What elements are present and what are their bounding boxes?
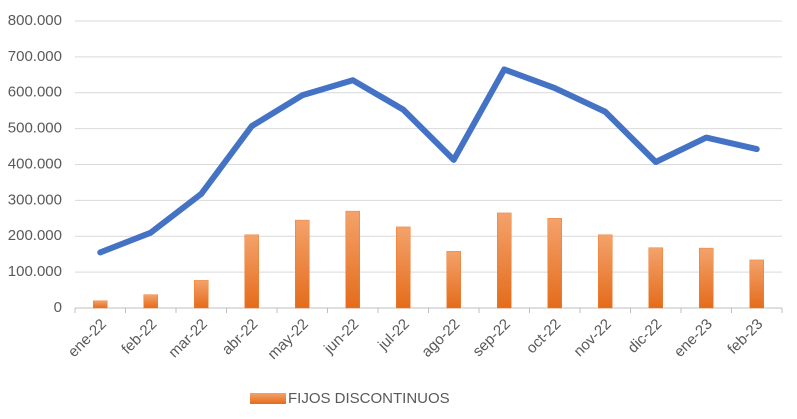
x-tick-label: ene-23 [671,316,716,361]
x-tick-label: may-22 [264,316,311,363]
y-tick-label: 300.000 [8,191,62,208]
bar [749,259,764,309]
y-tick-label: 0 [54,299,62,316]
y-tick-label: 500.000 [8,120,62,137]
bar [345,210,360,309]
y-tick-label: 800.000 [8,12,62,29]
x-tick-label: feb-22 [118,316,160,358]
x-tick-label: ene-22 [65,316,110,361]
bar [194,280,209,309]
bar [598,234,613,309]
bar [295,219,310,309]
x-tick-label: dic-22 [624,316,665,357]
legend-label: FIJOS DISCONTINUOS [288,390,450,407]
x-tick-label: nov-22 [570,316,614,360]
x-tick-label: ago-22 [418,316,463,361]
bar [547,218,562,309]
x-tick-label: jul-22 [374,316,413,355]
y-tick-label: 100.000 [8,263,62,280]
x-tick-label: mar-22 [165,316,211,362]
bar [446,251,461,309]
y-tick-label: 600.000 [8,84,62,101]
bar [648,247,663,309]
y-tick-label: 200.000 [8,227,62,244]
x-tick-label: feb-23 [724,316,766,358]
x-tick-label: sep-22 [469,316,513,360]
legend-swatch [250,393,286,404]
x-tick-label: abr-22 [219,316,262,359]
y-tick-label: 400.000 [8,155,62,172]
bar [244,234,259,309]
bar [699,247,714,309]
bar [143,294,158,309]
bar [396,226,411,309]
y-tick-label: 700.000 [8,48,62,65]
bar [497,212,512,309]
x-tick-label: jun-22 [320,316,362,358]
x-tick-label: oct-22 [523,316,565,358]
line [97,66,760,256]
bar [93,300,108,309]
